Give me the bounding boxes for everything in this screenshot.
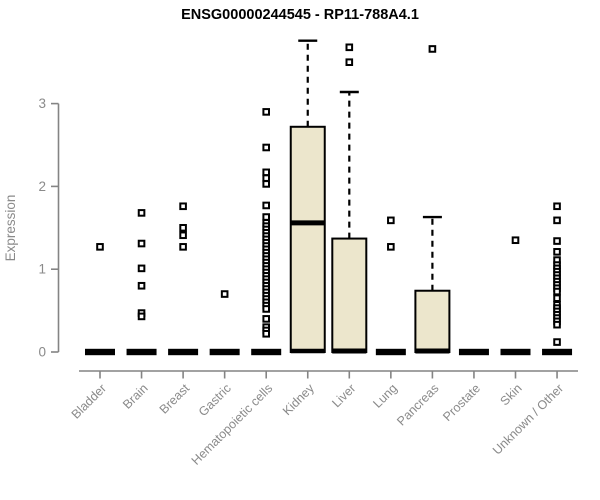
- outlier-point-pancreas: [428, 45, 437, 53]
- flat-box-prostate: [458, 348, 489, 356]
- outlier-point-lung: [387, 243, 395, 251]
- outlier-point-hematopoietic-cells: [262, 108, 270, 116]
- outlier-point-breast: [179, 231, 187, 240]
- outlier-point-liver: [345, 58, 354, 67]
- flat-box-hematopoietic-cells: [251, 348, 282, 356]
- outlier-point-hematopoietic-cells: [262, 168, 270, 177]
- x-tick-label-kidney: Kidney: [280, 381, 317, 418]
- outlier-point-lung: [387, 216, 395, 225]
- y-tick-label: 1: [38, 262, 46, 277]
- y-tick-label: 3: [38, 96, 46, 111]
- flat-box-unknown-other: [542, 348, 573, 356]
- outlier-point-unknown-other: [553, 294, 561, 302]
- outlier-point-hematopoietic-cells: [262, 180, 270, 188]
- outlier-point-brain: [137, 264, 146, 273]
- x-tick-label-hematopoietic-cells: Hematopoietic cells: [189, 381, 276, 468]
- outlier-point-hematopoietic-cells: [262, 201, 270, 210]
- x-tick-label-gastric: Gastric: [196, 381, 234, 419]
- x-tick-label-breast: Breast: [157, 381, 193, 417]
- outlier-point-breast: [179, 202, 187, 211]
- y-tick-label: 2: [38, 179, 46, 194]
- outlier-point-unknown-other: [553, 237, 561, 245]
- outlier-point-hematopoietic-cells: [262, 213, 270, 221]
- x-tick-label-brain: Brain: [120, 381, 151, 412]
- outlier-point-hematopoietic-cells: [262, 174, 270, 182]
- outlier-point-hematopoietic-cells: [262, 315, 270, 323]
- outlier-point-brain: [137, 312, 146, 321]
- flat-box-gastric: [209, 348, 240, 356]
- x-tick-label-prostate: Prostate: [440, 381, 483, 424]
- x-tick-label-lung: Lung: [370, 381, 400, 411]
- outlier-point-unknown-other: [553, 320, 561, 329]
- outlier-point-unknown-other: [553, 216, 561, 225]
- flat-box-lung: [375, 348, 406, 356]
- flat-box-bladder: [85, 348, 115, 356]
- y-axis-label: Expression: [3, 195, 18, 262]
- x-tick-label-liver: Liver: [329, 381, 358, 410]
- outlier-point-hematopoietic-cells: [262, 305, 270, 313]
- outlier-point-unknown-other: [553, 248, 561, 256]
- outlier-point-skin: [511, 236, 520, 245]
- outlier-point-breast: [179, 224, 187, 232]
- boxes-layer: [85, 39, 573, 356]
- flat-box-brain: [126, 348, 157, 356]
- outlier-point-unknown-other: [553, 287, 561, 296]
- outlier-point-bladder: [96, 243, 104, 251]
- outlier-point-hematopoietic-cells: [262, 143, 270, 152]
- x-tick-label-pancreas: Pancreas: [394, 381, 441, 428]
- outlier-point-gastric: [220, 290, 229, 298]
- outlier-point-hematopoietic-cells: [262, 329, 270, 338]
- outlier-point-unknown-other: [553, 338, 561, 346]
- chart-title: ENSG00000244545 - RP11-788A4.1: [181, 7, 419, 23]
- outlier-point-brain: [137, 281, 146, 290]
- outlier-point-liver: [345, 43, 354, 52]
- x-tick-label-bladder: Bladder: [69, 381, 109, 421]
- outlier-point-brain: [137, 239, 146, 248]
- outlier-point-brain: [137, 209, 146, 217]
- x-tick-label-skin: Skin: [498, 381, 525, 408]
- flat-box-skin: [500, 348, 531, 356]
- box-liver: [331, 237, 368, 353]
- outlier-point-unknown-other: [553, 202, 561, 211]
- box-kidney: [289, 125, 326, 353]
- y-tick-label: 0: [38, 345, 46, 360]
- flat-box-breast: [168, 348, 199, 356]
- outlier-point-breast: [179, 243, 187, 251]
- box-pancreas: [414, 289, 451, 353]
- x-tick-label-unknown-other: Unknown / Other: [490, 381, 566, 457]
